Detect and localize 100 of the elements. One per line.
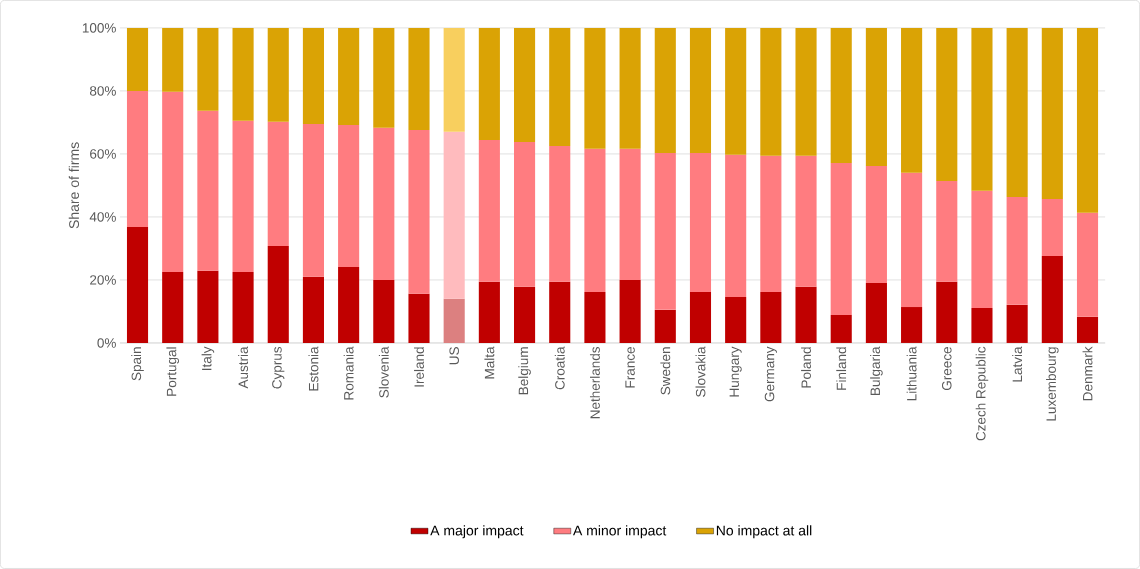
x-tick-label: Poland [801,347,811,388]
bar [760,27,782,156]
bar [584,27,606,149]
bar [373,127,395,280]
bar [971,190,993,309]
bar [1041,256,1063,343]
bar [232,120,254,273]
bar [443,131,465,299]
legend-label: A major impact [430,525,524,539]
bar [126,90,149,228]
bar [795,27,817,156]
bar [197,27,219,111]
bar [1076,27,1099,213]
bar [1076,212,1099,317]
bar [654,309,676,343]
bar [795,286,817,343]
bar [197,270,219,343]
x-tick-label: Slovenia [378,346,389,398]
bar [725,154,747,297]
bar [584,148,606,292]
bar [725,27,747,155]
bar [408,130,430,294]
bar [338,267,360,343]
legend-label: No impact at all [716,525,812,539]
y-tick-label: 100% [82,23,116,33]
bar [162,91,184,273]
bar [514,27,536,142]
bar [338,27,360,125]
bar [971,27,993,191]
bar [478,140,500,282]
bar [302,276,324,343]
x-tick-label: US [449,347,459,365]
y-tick-label: 40% [89,212,116,222]
x-tick-label: Lithuania [906,346,917,401]
bar [795,155,817,287]
x-tick-label: Finland [836,347,847,390]
bar [1041,27,1063,200]
bar [1076,316,1099,343]
bar [830,163,852,315]
x-tick-label: Estonia [308,346,319,391]
legend-label: A minor impact [573,525,667,539]
bar [901,172,923,308]
bar [267,27,289,122]
bar [408,293,430,343]
bar [549,27,571,147]
bar [901,307,923,343]
x-tick-label: Latvia [1012,346,1023,382]
bar [408,27,430,131]
bar [971,308,993,343]
y-tick-label: 60% [90,149,116,159]
bar [267,245,289,343]
x-tick-label: Bulgaria [870,346,883,395]
bar [654,27,676,154]
bar [760,291,782,343]
y-tick-label: 80% [89,86,116,96]
bar [584,291,606,343]
x-tick-label: Portugal [166,347,179,396]
y-tick-label: 20% [90,275,116,285]
bar [865,283,887,343]
x-tick-label: Romania [343,346,354,400]
x-tick-label: Malta [484,346,495,379]
bar [549,146,571,282]
bar [936,27,958,182]
x-tick-label: Netherlands [589,347,600,419]
x-tick-label: Spain [131,347,144,381]
bar [478,27,500,141]
x-tick-label: Belgium [518,347,531,395]
bar [162,27,184,92]
bar [478,281,500,343]
bar [689,27,712,154]
x-tick-label: Denmark [1082,346,1093,401]
bar [1041,199,1063,257]
x-tick-label: Hungary [729,346,742,397]
x-tick-label: Luxembourg [1046,347,1059,421]
x-tick-label: France [625,347,635,388]
x-tick-label: Austria [238,346,249,389]
bar [689,153,712,292]
bar [197,110,219,271]
bar [936,281,958,343]
bar [232,272,254,343]
bar [126,227,149,343]
y-axis-title: Share of firms [68,142,80,229]
bar [1006,304,1028,343]
bar [619,27,641,149]
bar [689,291,712,343]
bar [1006,27,1028,198]
x-tick-label: Sweden [660,347,671,395]
bar [760,155,782,292]
bar [830,314,852,343]
bar [514,286,536,343]
bar [619,148,641,280]
bar [126,27,149,91]
bar [830,27,852,164]
x-tick-label: Cyprus [272,347,285,389]
bar [619,279,641,343]
x-tick-label: Ireland [414,347,424,387]
bar [549,281,571,343]
bar [267,121,289,246]
y-tick-label: 0% [97,338,116,348]
bar [936,181,958,282]
